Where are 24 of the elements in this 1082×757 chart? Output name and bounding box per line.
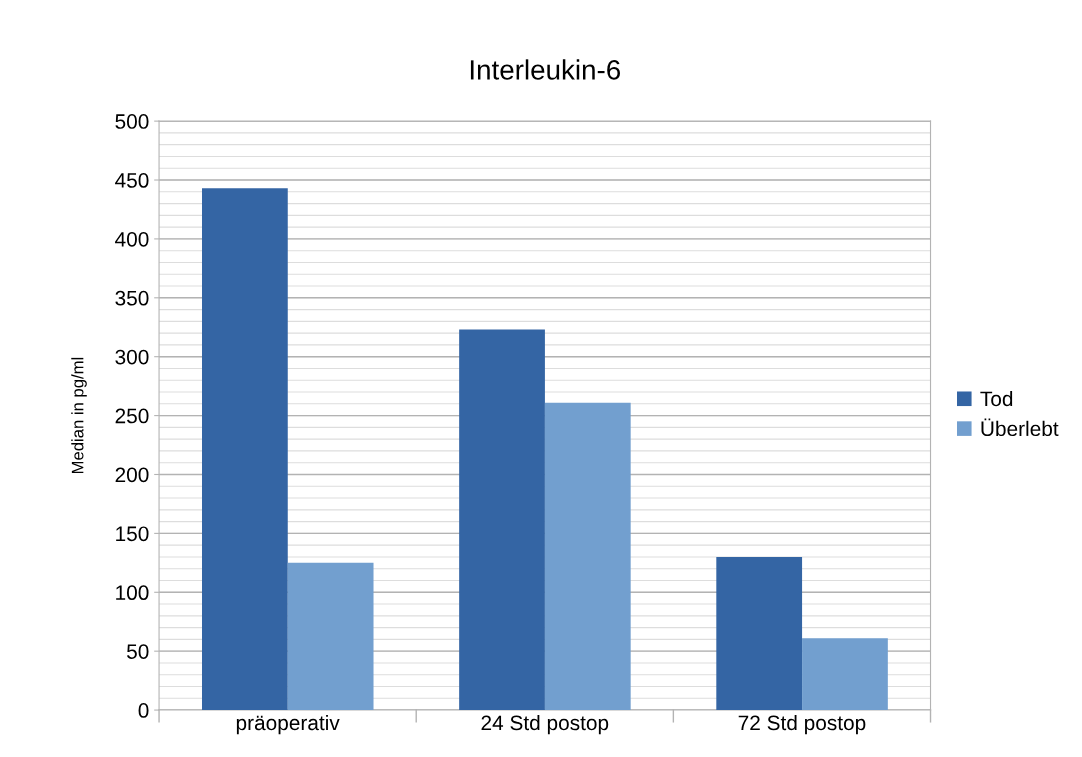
y-tick-label: 150 — [116, 526, 149, 542]
legend-label: Tod — [980, 390, 1013, 407]
chart-title: Interleukin-6 — [470, 59, 620, 80]
y-tick-label: 250 — [115, 408, 149, 424]
y-tick-label: 100 — [116, 585, 149, 601]
bar — [544, 402, 631, 711]
y-tick-label: 500 — [115, 114, 149, 129]
y-tick-label: 0 — [138, 703, 149, 718]
bar — [459, 329, 545, 711]
y-tick-label: 300 — [115, 349, 149, 365]
x-tick-label: präoperativ — [236, 714, 340, 735]
y-axis-title: Median in pg/ml — [71, 357, 87, 474]
bar — [202, 188, 288, 711]
legend-label: Überlebt — [981, 418, 1059, 437]
bar — [287, 562, 374, 711]
bar — [716, 556, 803, 711]
x-tick-label: 24 Std postop — [481, 714, 609, 735]
y-tick-label: 50 — [126, 644, 149, 659]
y-tick-label: 350 — [115, 290, 149, 306]
bar — [802, 638, 888, 711]
x-tick-label: 72 Std postop — [738, 714, 866, 735]
y-tick-label: 400 — [115, 231, 149, 247]
y-tick-label: 450 — [115, 173, 149, 188]
y-tick-label: 200 — [115, 467, 149, 483]
